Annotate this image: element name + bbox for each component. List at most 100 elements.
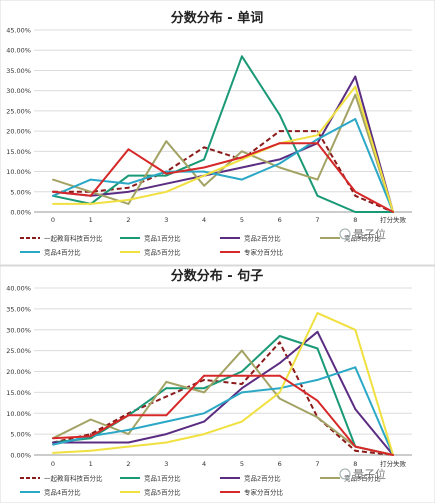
chart1-ytick-label: 5.00% bbox=[10, 431, 31, 439]
chart1-legend-label: 专家分百分比 bbox=[244, 488, 284, 497]
chart1-series-1-point bbox=[316, 347, 319, 350]
chart0-series-0-point bbox=[127, 186, 130, 189]
chart0-series-3-point bbox=[278, 166, 281, 169]
chart0-series-6-point bbox=[278, 142, 281, 145]
chart1-series-line-4 bbox=[52, 366, 395, 456]
chart1-ytick-label: 40.00% bbox=[6, 285, 31, 293]
chart0-series-4-point bbox=[278, 162, 281, 165]
chart0-ytick-label: 40.00% bbox=[6, 47, 31, 55]
panel-words-frame bbox=[0, 0, 435, 266]
chart0-legend-label: 竞品1百分比 bbox=[144, 234, 181, 243]
chart1-legend-label: 竞品5百分比 bbox=[144, 488, 181, 497]
chart0-ytick-label: 35.00% bbox=[6, 67, 31, 75]
chart0-series-5-point bbox=[52, 203, 54, 205]
chart1-series-4-point bbox=[316, 378, 319, 381]
chart0-ytick-label: 25.00% bbox=[6, 107, 31, 115]
chart0-series-line-1 bbox=[52, 55, 394, 213]
chart0-series-1-point bbox=[203, 158, 206, 161]
chart1-xtick-label: 4 bbox=[202, 460, 206, 468]
watermark-text: 量子位 bbox=[353, 227, 386, 241]
chart0-xtick-label: 7 bbox=[315, 216, 319, 224]
chart1-series-6-point bbox=[278, 374, 281, 377]
chart1-legend-label: 竞品3百分比 bbox=[344, 474, 381, 483]
chart0-ytick-label: 20.00% bbox=[6, 128, 31, 136]
chart0-legend-label: 专家分百分比 bbox=[244, 248, 284, 257]
chart0-series-4-point bbox=[127, 182, 130, 185]
chart1-series-5-point bbox=[241, 420, 243, 423]
chart0-series-2-point bbox=[241, 166, 243, 169]
chart0-series-3-point bbox=[203, 184, 206, 187]
chart0-series-6-point bbox=[392, 211, 394, 213]
chart1-title: 分数分布 - 句子 bbox=[171, 268, 263, 284]
chart0-series-4-point bbox=[241, 178, 243, 181]
chart1-series-6-point bbox=[241, 374, 243, 377]
chart0-legend-label: 竞品3百分比 bbox=[344, 234, 381, 243]
chart1-series-3-point bbox=[316, 416, 319, 419]
chart1-series-5-point bbox=[89, 449, 92, 452]
chart1-series-5-point bbox=[354, 328, 357, 331]
chart0-xtick-label: 3 bbox=[164, 216, 168, 224]
chart1-series-5-point bbox=[52, 452, 54, 454]
chart1-series-5-point bbox=[316, 312, 319, 314]
chart1-series-line-6 bbox=[52, 374, 394, 456]
chart0-series-5-point bbox=[316, 134, 319, 137]
chart1-ytick-label: 15.00% bbox=[6, 389, 31, 397]
chart1-series-6-point bbox=[52, 437, 54, 440]
chart0-series-2-point bbox=[278, 158, 281, 161]
chart0-title: 分数分布 - 单词 bbox=[171, 10, 263, 26]
chart0-series-5-point bbox=[241, 158, 243, 161]
chart0-xtick-label: 6 bbox=[278, 216, 282, 224]
chart1-ytick-label: 30.00% bbox=[6, 326, 31, 334]
chart1-series-6-point bbox=[165, 414, 168, 417]
chart1-xtick-label: 6 bbox=[278, 460, 282, 468]
chart0-series-0-point bbox=[278, 130, 281, 133]
chart0-series-3-point bbox=[316, 178, 319, 181]
chart1-series-1-point bbox=[278, 335, 281, 337]
chart1-series-2-point bbox=[354, 408, 357, 410]
watermark-icon bbox=[339, 228, 351, 240]
chart1-series-6-point bbox=[89, 435, 92, 438]
chart0-legend-label: 竞品5百分比 bbox=[144, 248, 181, 257]
chart1-series-2-point bbox=[316, 330, 319, 333]
chart1-series-0-point bbox=[241, 383, 243, 385]
chart0-series-2-point bbox=[127, 190, 130, 193]
chart0-ytick-label: 0.00% bbox=[10, 209, 31, 217]
chart0-xtick-label: 打分失败 bbox=[380, 215, 407, 224]
chart1-legend-label: 竞品4百分比 bbox=[44, 488, 81, 497]
chart1-series-2-point bbox=[203, 420, 206, 423]
chart1-series-3-point bbox=[203, 391, 206, 394]
chart0-series-line-6 bbox=[52, 142, 394, 213]
chart1-series-4-point bbox=[203, 412, 206, 415]
chart0-xtick-label: 2 bbox=[126, 216, 130, 224]
watermark-logo-0: 量子位 bbox=[339, 227, 386, 241]
chart1-legend-label: 一起教育科技百分比 bbox=[44, 474, 103, 483]
chart1-series-2-point bbox=[241, 387, 243, 390]
chart1-series-2-point bbox=[89, 441, 92, 444]
chart0-xtick-label: 4 bbox=[202, 216, 206, 224]
chart0-series-5-point bbox=[89, 203, 92, 205]
chart0-series-1-point bbox=[127, 174, 130, 177]
chart1-series-4-point bbox=[354, 366, 357, 369]
chart1-series-4-point bbox=[127, 429, 130, 431]
chart0-xtick-label: 0 bbox=[51, 216, 55, 224]
chart1-ytick-label: 35.00% bbox=[6, 305, 31, 313]
chart0-series-1-point bbox=[278, 114, 281, 116]
chart0-xtick-label: 5 bbox=[240, 216, 244, 224]
chart0-series-4-point bbox=[165, 170, 168, 173]
chart1-series-6-point bbox=[354, 445, 357, 448]
chart1-series-0-point bbox=[165, 395, 168, 398]
chart0-series-6-point bbox=[89, 194, 92, 197]
chart1-series-1-point bbox=[203, 387, 206, 390]
chart1-series-1-point bbox=[89, 437, 92, 440]
chart1-series-1-point bbox=[241, 370, 243, 373]
chart0-series-3-point bbox=[89, 190, 92, 193]
chart0-xtick-label: 1 bbox=[89, 216, 93, 224]
chart1-xtick-label: 8 bbox=[353, 460, 357, 468]
chart0-ytick-label: 5.00% bbox=[10, 188, 31, 196]
chart1-series-0-point bbox=[278, 341, 281, 344]
chart1-series-6-point bbox=[127, 414, 130, 417]
chart0-series-6-point bbox=[127, 148, 130, 151]
chart0-xtick-label: 8 bbox=[353, 216, 357, 224]
